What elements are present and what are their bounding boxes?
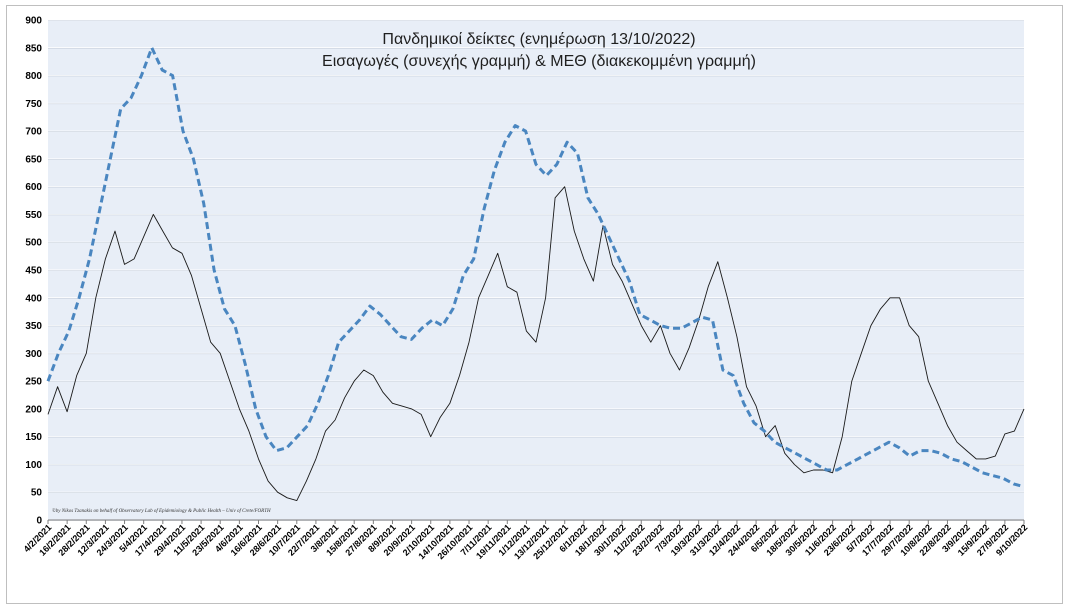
x-axis-ticks: 4/2/202116/2/202128/2/202112/3/202124/3/… bbox=[22, 520, 1029, 561]
y-tick-label: 900 bbox=[25, 16, 42, 27]
series-line-admissions bbox=[47, 186, 1025, 502]
y-tick-label: 50 bbox=[31, 488, 43, 499]
y-tick-label: 600 bbox=[25, 182, 42, 193]
y-tick-label: 200 bbox=[25, 404, 42, 415]
series-lines bbox=[46, 46, 1025, 502]
line-chart: 0 50 100 150 200 250 300 350 400 450 500 550 600 650 7… bbox=[22, 16, 1030, 562]
y-tick-label: 850 bbox=[25, 43, 42, 54]
y-tick-label: 750 bbox=[25, 99, 42, 110]
y-axis-ticks: 0 50 100 150 200 250 300 350 400 450 500 550 600 650 7… bbox=[25, 16, 42, 527]
y-tick-label: 400 bbox=[25, 293, 42, 304]
y-tick-label: 550 bbox=[25, 210, 42, 221]
y-tick-label: 100 bbox=[25, 460, 42, 471]
chart-title: Πανδημικοί δείκτες (ενημέρωση 13/10/2022… bbox=[382, 31, 695, 48]
chart-frame: 0 50 100 150 200 250 300 350 400 450 500 550 600 650 7… bbox=[6, 5, 1063, 604]
y-tick-label: 150 bbox=[25, 432, 42, 443]
chart-subtitle: Εισαγωγές (συνεχής γραμμή) & ΜΕΘ (διακεκ… bbox=[322, 53, 756, 70]
credit-note: ©by Nikos Tzanakis on behalf of Observat… bbox=[52, 508, 271, 514]
series-line-icu bbox=[46, 46, 1025, 489]
y-tick-label: 800 bbox=[25, 71, 42, 82]
y-tick-label: 700 bbox=[25, 127, 42, 138]
y-tick-label: 650 bbox=[25, 154, 42, 165]
y-tick-label: 500 bbox=[25, 238, 42, 249]
y-tick-label: 350 bbox=[25, 321, 42, 332]
y-tick-label: 450 bbox=[25, 266, 42, 277]
y-tick-label: 300 bbox=[25, 349, 42, 360]
y-tick-label: 250 bbox=[25, 377, 42, 388]
gridlines bbox=[48, 19, 1024, 521]
y-tick-label: 0 bbox=[36, 516, 42, 527]
